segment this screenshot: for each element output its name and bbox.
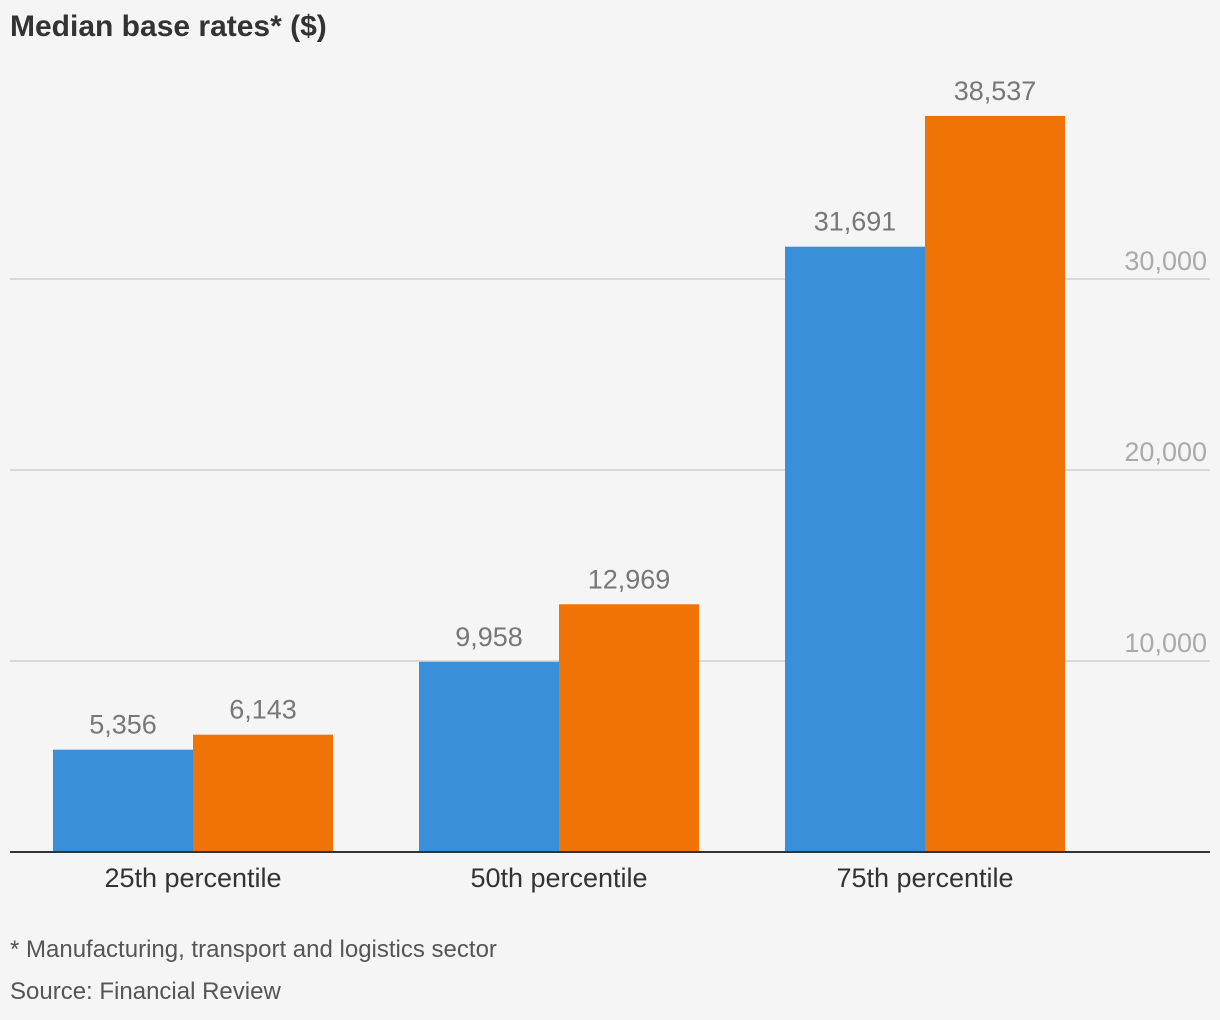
y-tick-label: 10,000: [1124, 628, 1207, 658]
axes: 25th percentile 50th percentile 75th perce…: [10, 851, 1210, 893]
footnote: * Manufacturing, transport and logistics…: [10, 936, 497, 963]
bar: [785, 246, 925, 852]
value-label: 6,143: [229, 695, 297, 725]
bar: [193, 734, 333, 852]
x-tick-label: 50th percentile: [470, 863, 647, 893]
value-label: 31,691: [814, 207, 897, 237]
x-tick-label: 75th percentile: [836, 863, 1013, 893]
bars: [53, 115, 1065, 852]
value-label: 9,958: [455, 622, 523, 652]
x-tick-label: 25th percentile: [104, 863, 281, 893]
chart-title: Median base rates* ($): [10, 10, 327, 43]
y-tick-label: 30,000: [1124, 246, 1207, 276]
value-label: 5,356: [89, 710, 157, 740]
value-labels: 5,356 9,958 31,691 6,143 12,969 38,537: [89, 76, 1036, 740]
bar: [53, 749, 193, 852]
source-note: Source: Financial Review: [10, 978, 281, 1005]
value-label: 12,969: [588, 564, 671, 594]
gridlines: 10,000 20,000 30,000: [10, 246, 1210, 662]
bar: [419, 661, 559, 852]
bar: [925, 115, 1065, 852]
value-label: 38,537: [954, 76, 1037, 106]
y-tick-label: 20,000: [1124, 437, 1207, 467]
bar: [559, 604, 699, 852]
